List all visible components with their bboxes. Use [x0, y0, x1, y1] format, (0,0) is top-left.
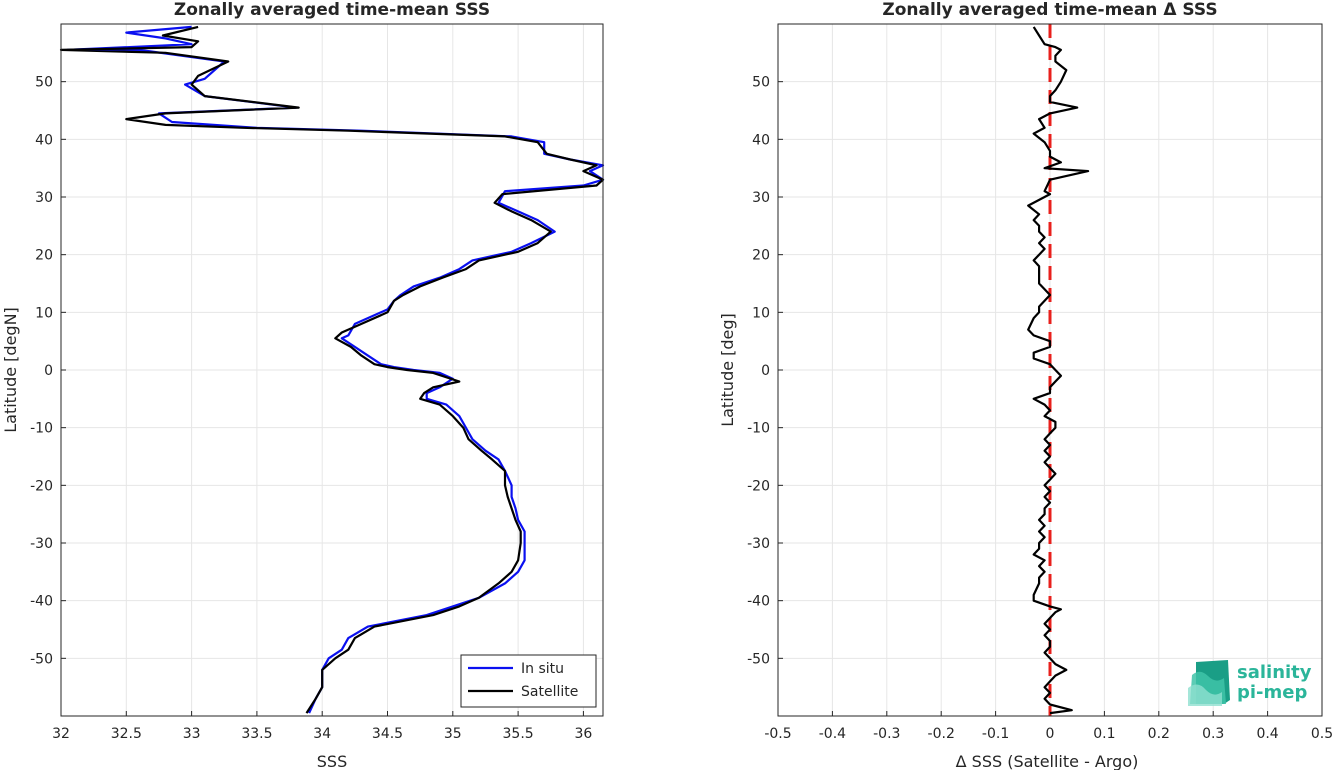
right-y-tick-label: 10 [752, 305, 770, 321]
right-x-tick-label: -0.1 [982, 726, 1009, 742]
left-x-tick-label: 32.5 [111, 726, 142, 742]
right-tick-labels: -0.5 -0.4 -0.3 -0.2 -0.1 0 0.1 0.2 0.3 0.4 0.5 -50 -… [747, 75, 1333, 742]
left-tick-labels: 32 32.5 33 33.5 34 34.5 35 35.5 36 -50 -40 -30 -20 -1… [30, 75, 592, 742]
right-y-tick-label: 50 [752, 75, 770, 91]
left-x-tick-label: 35 [444, 726, 462, 742]
right-y-tick-label: 0 [761, 363, 770, 379]
left-x-tick-label: 34 [313, 726, 331, 742]
left-x-tick-label: 34.5 [372, 726, 403, 742]
left-plot-frame [60, 23, 604, 717]
left-y-tick-label: 50 [35, 75, 53, 91]
right-y-tick-label: 40 [752, 132, 770, 148]
left-y-tick-label: 30 [35, 190, 53, 206]
logo-text-salinity: salinity [1237, 662, 1312, 683]
left-y-tick-label: -50 [30, 651, 53, 667]
left-y-tick-label: 20 [35, 248, 53, 264]
right-plot-frame [777, 23, 1323, 717]
right-chart-panel: Zonally averaged time-mean Δ SSS -0.5 -0.… [718, 0, 1333, 770]
left-x-tick-label: 36 [574, 726, 592, 742]
legend-label-in-situ: In situ [521, 661, 564, 677]
left-x-axis-label: SSS [317, 752, 347, 770]
right-y-axis-label: Latitude [deg] [718, 313, 737, 427]
right-x-axis-label: Δ SSS (Satellite - Argo) [956, 752, 1139, 770]
left-series-line-0 [66, 25, 605, 714]
legend: In situ Satellite [460, 654, 597, 708]
left-series-lines [59, 25, 605, 714]
salinity-pi-mep-logo: salinity pi-mep [1188, 660, 1312, 706]
right-y-tick-label: -20 [747, 478, 770, 494]
legend-label-satellite: Satellite [521, 684, 578, 700]
right-x-tick-label: -0.2 [928, 726, 955, 742]
right-x-tick-label: 0.1 [1093, 726, 1115, 742]
right-x-tick-label: 0.4 [1256, 726, 1278, 742]
right-y-tick-label: -50 [747, 651, 770, 667]
right-y-tick-label: -40 [747, 594, 770, 610]
left-y-tick-label: 0 [44, 363, 53, 379]
left-chart-title: Zonally averaged time-mean SSS [174, 0, 490, 20]
left-y-tick-label: -20 [30, 478, 53, 494]
right-x-tick-label: 0 [1046, 726, 1055, 742]
right-y-tick-label: -30 [747, 536, 770, 552]
right-y-tick-label: 20 [752, 248, 770, 264]
right-x-tick-label: -0.5 [764, 726, 791, 742]
left-x-tick-label: 35.5 [503, 726, 534, 742]
right-x-tick-label: 0.3 [1202, 726, 1224, 742]
right-chart-title: Zonally averaged time-mean Δ SSS [882, 0, 1217, 20]
right-x-tick-label: 0.2 [1148, 726, 1170, 742]
left-y-tick-label: 40 [35, 132, 53, 148]
left-y-tick-label: -10 [30, 421, 53, 437]
right-y-tick-label: -10 [747, 421, 770, 437]
left-x-tick-label: 33.5 [241, 726, 272, 742]
right-x-tick-label: -0.3 [873, 726, 900, 742]
left-y-axis-label: Latitude [degN] [1, 307, 20, 433]
left-y-tick-label: -30 [30, 536, 53, 552]
right-x-tick-label: 0.5 [1311, 726, 1333, 742]
right-x-tick-label: -0.4 [819, 726, 846, 742]
left-y-tick-label: 10 [35, 305, 53, 321]
right-series-line-0 [1027, 26, 1090, 715]
logo-text-pi-mep: pi-mep [1237, 682, 1307, 703]
right-y-tick-label: 30 [752, 190, 770, 206]
right-series-lines [1027, 26, 1090, 715]
logo-waves-icon [1188, 660, 1230, 706]
left-x-tick-label: 32 [52, 726, 70, 742]
left-y-tick-label: -40 [30, 594, 53, 610]
legend-box [460, 654, 597, 708]
left-chart-panel: Zonally averaged time-mean SSS 32 32.5 33 3… [1, 0, 605, 770]
left-series-line-1 [59, 25, 605, 714]
left-x-tick-label: 33 [183, 726, 201, 742]
